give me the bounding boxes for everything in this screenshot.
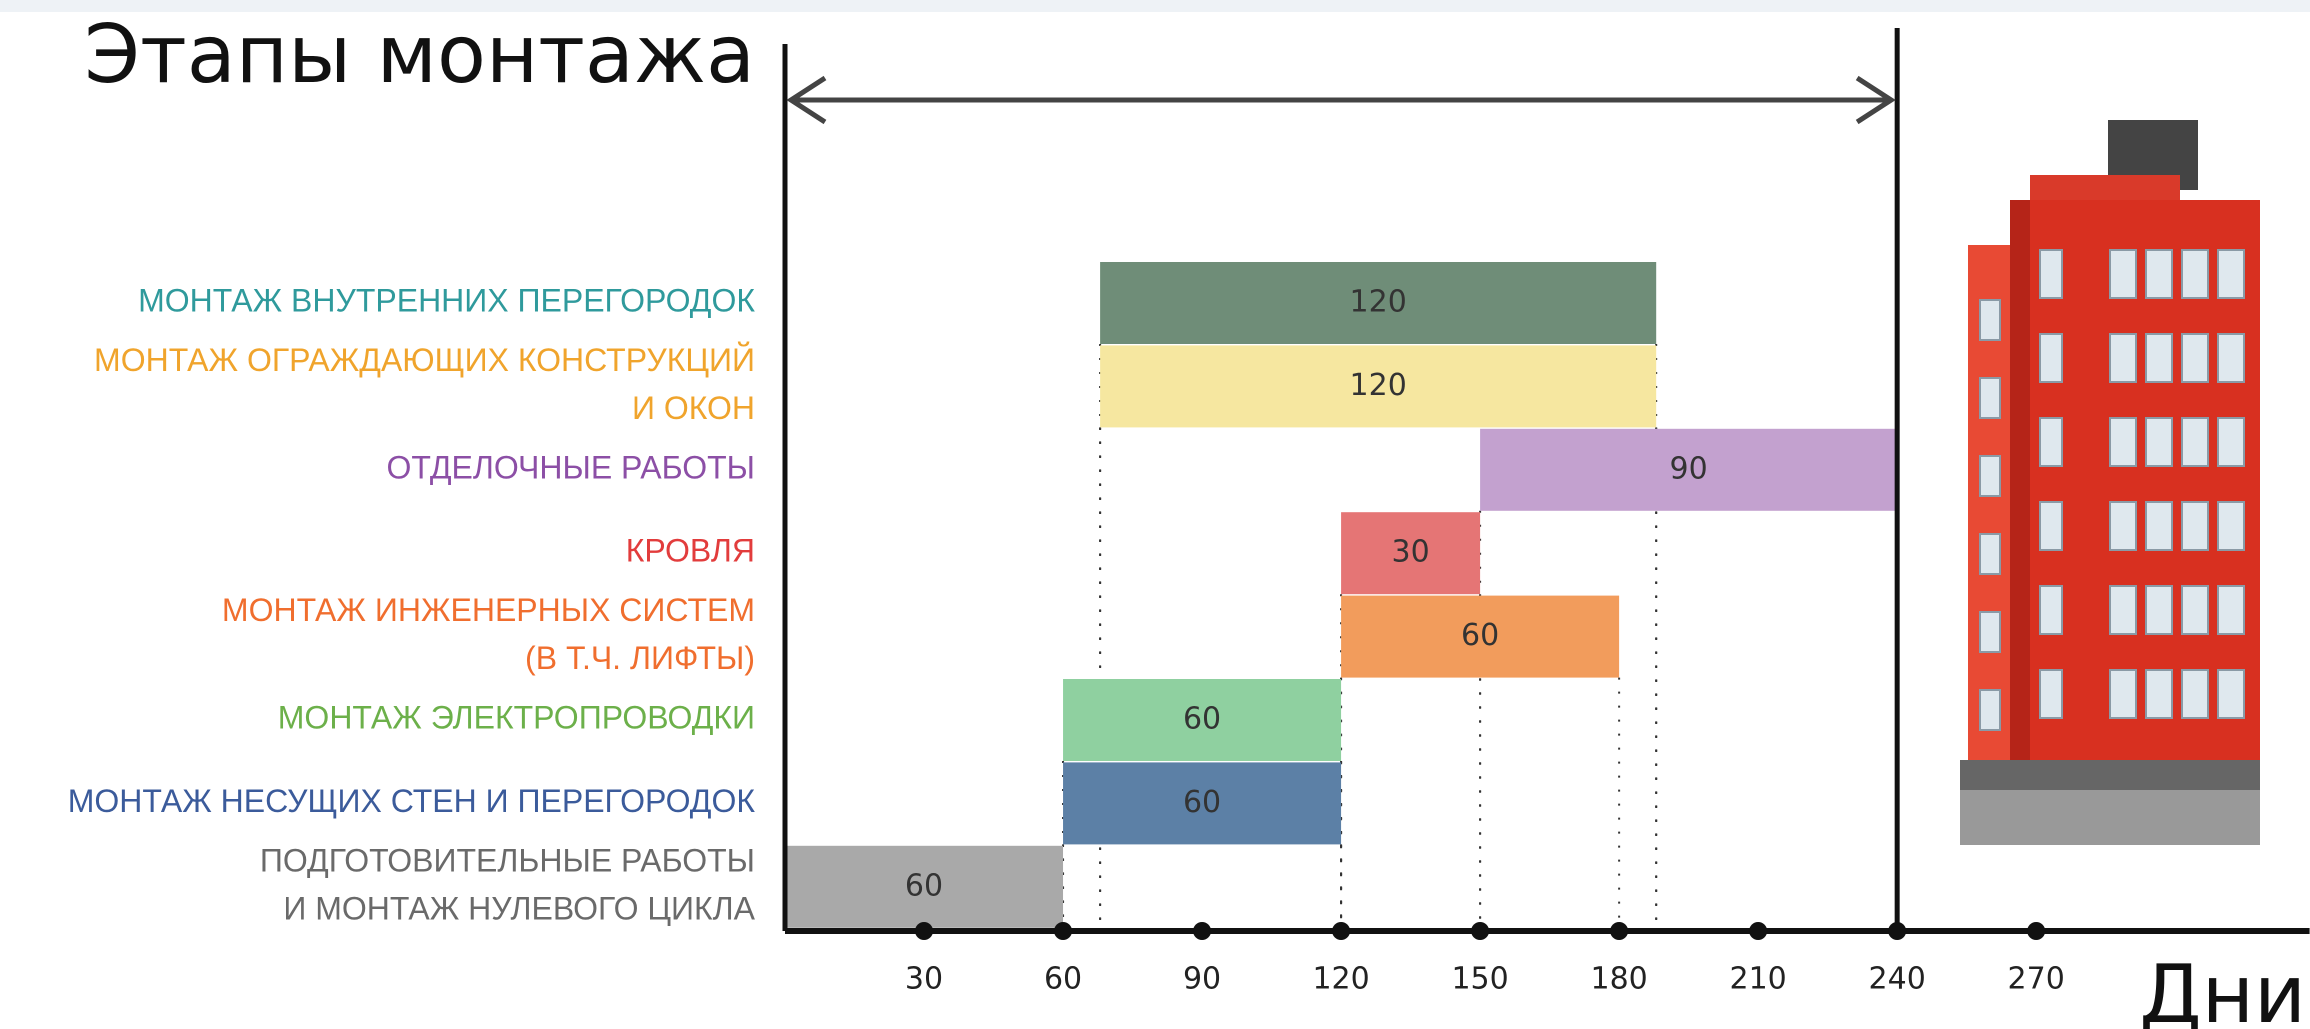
- x-tick: [915, 922, 933, 940]
- category-label: И ОКОН: [632, 390, 755, 426]
- window: [1980, 534, 2000, 574]
- window: [2218, 250, 2244, 298]
- window: [2110, 418, 2136, 466]
- x-tick-label: 120: [1312, 962, 1369, 997]
- x-tick-label: 90: [1183, 962, 1221, 997]
- x-tick-label: 180: [1590, 962, 1647, 997]
- x-tick: [1888, 922, 1906, 940]
- value-label: 120: [1350, 368, 1407, 403]
- category-label: ОТДЕЛОЧНЫЕ РАБОТЫ: [386, 449, 755, 485]
- window: [2110, 670, 2136, 718]
- window: [2182, 418, 2208, 466]
- window: [2218, 586, 2244, 634]
- x-tick: [1193, 922, 1211, 940]
- category-label: МОНТАЖ ОГРАЖДАЮЩИХ КОНСТРУКЦИЙ: [94, 342, 755, 378]
- value-label: 30: [1391, 535, 1429, 570]
- x-tick: [1332, 922, 1350, 940]
- x-tick: [1610, 922, 1628, 940]
- window: [2182, 670, 2208, 718]
- category-label: МОНТАЖ НЕСУЩИХ СТЕН И ПЕРЕГОРОДОК: [68, 783, 756, 819]
- window: [2182, 502, 2208, 550]
- category-label: МОНТАЖ ВНУТРЕННИХ ПЕРЕГОРОДОК: [138, 282, 755, 318]
- window: [2146, 670, 2172, 718]
- value-label: 60: [1183, 785, 1221, 820]
- x-tick: [1749, 922, 1767, 940]
- building: [1960, 120, 2260, 845]
- value-label: 120: [1350, 285, 1407, 320]
- window: [1980, 612, 2000, 652]
- chart: Этапы монтажа Дни 120 МОНТАЖ ВНУТРЕННИХ П…: [0, 0, 2310, 1029]
- window: [2110, 502, 2136, 550]
- window: [1980, 378, 2000, 418]
- window: [2146, 250, 2172, 298]
- category-label: ПОДГОТОВИТЕЛЬНЫЕ РАБОТЫ: [260, 842, 755, 878]
- window: [2040, 586, 2062, 634]
- page: Этапы монтажа Дни 120 МОНТАЖ ВНУТРЕННИХ П…: [0, 0, 2310, 1029]
- window: [2218, 502, 2244, 550]
- x-axis-title: Дни: [2139, 948, 2306, 1029]
- window: [2146, 334, 2172, 382]
- x-tick: [2027, 922, 2045, 940]
- category-label: И МОНТАЖ НУЛЕВОГО ЦИКЛА: [283, 890, 755, 926]
- x-tick-label: 30: [905, 962, 943, 997]
- window: [2146, 586, 2172, 634]
- window: [1980, 690, 2000, 730]
- window: [2110, 250, 2136, 298]
- x-tick-label: 60: [1044, 962, 1082, 997]
- window: [2040, 418, 2062, 466]
- window: [2040, 334, 2062, 382]
- x-tick: [1471, 922, 1489, 940]
- window: [2218, 418, 2244, 466]
- x-tick-label: 150: [1451, 962, 1508, 997]
- window: [2146, 418, 2172, 466]
- x-tick-label: 270: [2008, 962, 2065, 997]
- window: [2146, 502, 2172, 550]
- value-label: 60: [905, 868, 943, 903]
- window: [2218, 334, 2244, 382]
- window: [2040, 670, 2062, 718]
- window: [2182, 586, 2208, 634]
- window: [2110, 334, 2136, 382]
- category-label: (В Т.Ч. ЛИФТЫ): [525, 640, 755, 676]
- window: [2218, 670, 2244, 718]
- window: [1980, 456, 2000, 496]
- x-tick-label: 210: [1730, 962, 1787, 997]
- window: [2110, 586, 2136, 634]
- x-tick-label: 240: [1869, 962, 1926, 997]
- window: [2040, 502, 2062, 550]
- window: [2182, 334, 2208, 382]
- category-label: МОНТАЖ ИНЖЕНЕРНЫХ СИСТЕМ: [222, 592, 755, 628]
- value-label: 60: [1183, 702, 1221, 737]
- category-label: КРОВЛЯ: [626, 533, 755, 569]
- window: [2182, 250, 2208, 298]
- value-label: 60: [1461, 618, 1499, 653]
- category-label: МОНТАЖ ЭЛЕКТРОПРОВОДКИ: [278, 699, 755, 735]
- value-label: 90: [1670, 451, 1708, 486]
- chart-title: Этапы монтажа: [84, 8, 755, 101]
- window: [1980, 300, 2000, 340]
- window: [2040, 250, 2062, 298]
- x-tick: [1054, 922, 1072, 940]
- span-arrow: [791, 78, 1891, 122]
